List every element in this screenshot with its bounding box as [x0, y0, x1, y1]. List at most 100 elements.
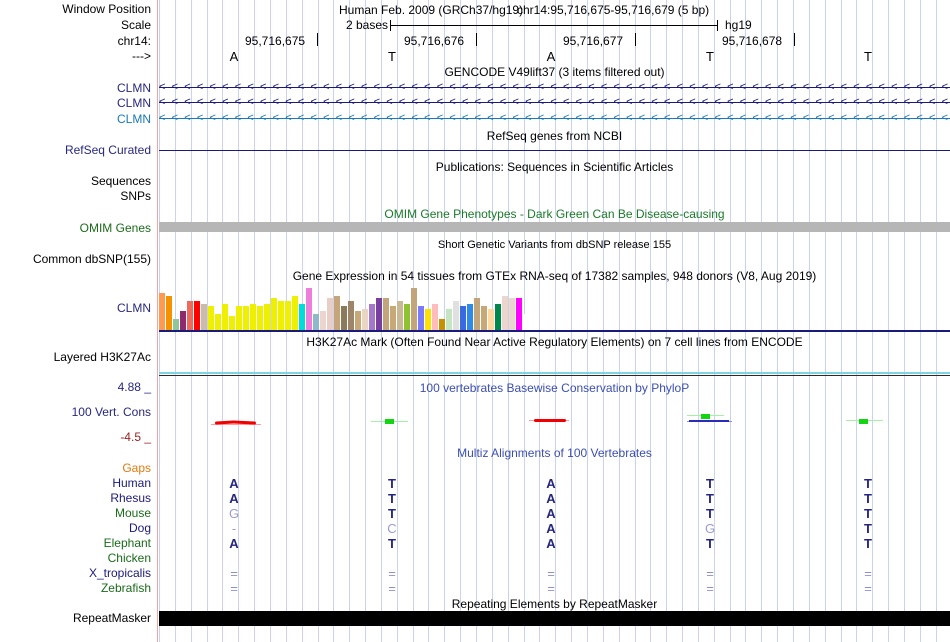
label-species-human[interactable]: Human: [112, 476, 151, 490]
gtex-bar[interactable]: [460, 306, 466, 332]
gencode-gene-row-2[interactable]: <<<<<<<<<<<<<<<<<<<<<<<<<<<<<<<<<<<<<<<<…: [159, 96, 950, 109]
gtex-bar[interactable]: [166, 295, 172, 332]
position-text[interactable]: chr14:95,716,675-95,716,679 (5 bp): [517, 3, 710, 17]
label-gencode-clmn-1[interactable]: CLMN: [116, 81, 151, 95]
label-gencode-clmn-2[interactable]: CLMN: [116, 96, 151, 110]
gtex-bar[interactable]: [411, 288, 417, 332]
gencode-gene-row-1[interactable]: <<<<<<<<<<<<<<<<<<<<<<<<<<<<<<<<<<<<<<<<…: [159, 81, 950, 94]
gtex-bar[interactable]: [194, 300, 200, 332]
gtex-bar[interactable]: [334, 295, 340, 332]
gtex-bar[interactable]: [390, 306, 396, 332]
label-refseq-curated[interactable]: RefSeq Curated: [64, 143, 151, 157]
publications-center-label[interactable]: Publications: Sequences in Scientific Ar…: [435, 160, 674, 174]
label-species-xtropicalis[interactable]: X_tropicalis: [88, 566, 151, 580]
gtex-bar[interactable]: [306, 288, 312, 332]
gtex-bar[interactable]: [397, 300, 403, 332]
label-species-chicken[interactable]: Chicken: [107, 551, 151, 565]
gtex-bar[interactable]: [250, 303, 256, 332]
gtex-bar[interactable]: [180, 311, 186, 332]
gtex-bar[interactable]: [159, 293, 165, 332]
h3k27ac-center-label[interactable]: H3K27Ac Mark (Often Found Near Active Re…: [306, 335, 803, 349]
gtex-bar[interactable]: [362, 308, 368, 332]
gtex-bar[interactable]: [355, 311, 361, 332]
label-species-zebrafish[interactable]: Zebrafish: [100, 581, 151, 595]
gtex-bar[interactable]: [187, 300, 193, 332]
gtex-bar[interactable]: [509, 298, 515, 332]
gtex-bar[interactable]: [376, 298, 382, 332]
gtex-bar[interactable]: [432, 303, 438, 332]
gtex-bar[interactable]: [523, 313, 529, 332]
gtex-expression-barchart[interactable]: [159, 288, 539, 332]
gencode-center-label[interactable]: GENCODE V49lift37 (3 items filtered out): [444, 65, 665, 79]
label-gencode-clmn-3[interactable]: CLMN: [116, 112, 151, 126]
label-repeatmasker[interactable]: RepeatMasker: [72, 611, 151, 625]
gtex-bar[interactable]: [453, 300, 459, 332]
gtex-bar[interactable]: [383, 298, 389, 332]
gencode-gene-row-3[interactable]: <<<<<<<<<<<<<<<<<<<<<<<<<<<<<<<<<<<<<<<<…: [159, 112, 950, 125]
gtex-bar[interactable]: [446, 308, 452, 332]
gtex-bar[interactable]: [327, 298, 333, 332]
gtex-bar[interactable]: [292, 295, 298, 332]
label-species-elephant[interactable]: Elephant: [103, 536, 151, 550]
label-gaps[interactable]: Gaps: [122, 461, 151, 475]
gtex-bar[interactable]: [418, 306, 424, 332]
gtex-bar[interactable]: [474, 298, 480, 332]
gtex-bar[interactable]: [488, 308, 494, 332]
gtex-bar[interactable]: [264, 303, 270, 332]
gtex-bar[interactable]: [369, 303, 375, 332]
refseq-center-label[interactable]: RefSeq genes from NCBI: [486, 129, 623, 143]
label-publications-snps[interactable]: SNPs: [120, 189, 151, 203]
gtex-bar[interactable]: [236, 306, 242, 332]
gtex-bar[interactable]: [229, 316, 235, 332]
multiz-center-label[interactable]: Multiz Alignments of 100 Vertebrates: [457, 446, 652, 460]
multiz-row-xtropicalis[interactable]: = = = = =: [159, 566, 950, 581]
omim-gene-bar[interactable]: [159, 222, 950, 232]
label-species-rhesus[interactable]: Rhesus: [110, 491, 151, 505]
gtex-bar[interactable]: [278, 300, 284, 332]
gtex-bar[interactable]: [313, 313, 319, 332]
label-publications-sequences[interactable]: Sequences: [90, 174, 151, 188]
conservation-center-label[interactable]: 100 vertebrates Basewise Conservation by…: [419, 381, 690, 395]
gtex-bar[interactable]: [530, 321, 536, 332]
gtex-bar[interactable]: [481, 306, 487, 332]
multiz-row-zebrafish[interactable]: = = = = =: [159, 581, 950, 596]
gtex-bar[interactable]: [439, 319, 445, 332]
label-species-mouse[interactable]: Mouse: [114, 506, 151, 520]
label-species-dog[interactable]: Dog: [128, 521, 151, 535]
gtex-bar[interactable]: [201, 303, 207, 332]
gtex-bar[interactable]: [348, 300, 354, 332]
gtex-bar[interactable]: [502, 295, 508, 332]
label-gtex-clmn[interactable]: CLMN: [116, 301, 151, 315]
refseq-gene-line[interactable]: [159, 150, 950, 151]
gtex-center-label[interactable]: Gene Expression in 54 tissues from GTEx …: [292, 269, 817, 283]
gtex-bar[interactable]: [404, 303, 410, 332]
multiz-row-chicken[interactable]: [159, 551, 950, 566]
gtex-bar[interactable]: [208, 306, 214, 332]
gtex-bar[interactable]: [173, 319, 179, 332]
gtex-bar[interactable]: [495, 303, 501, 332]
gtex-bar[interactable]: [467, 303, 473, 332]
label-common-dbsnp[interactable]: Common dbSNP(155): [32, 252, 151, 266]
gtex-bar[interactable]: [215, 313, 221, 332]
gtex-bar[interactable]: [320, 311, 326, 332]
label-omim-genes[interactable]: OMIM Genes: [79, 221, 151, 235]
repeatmasker-center-label[interactable]: Repeating Elements by RepeatMasker: [451, 597, 658, 611]
omim-center-label[interactable]: OMIM Gene Phenotypes - Dark Green Can Be…: [384, 207, 725, 221]
gtex-bar[interactable]: [341, 306, 347, 332]
gtex-bar[interactable]: [425, 308, 431, 332]
label-layered-h3k27ac[interactable]: Layered H3K27Ac: [53, 350, 151, 364]
gtex-bar[interactable]: [243, 306, 249, 332]
dbsnp-center-label[interactable]: Short Genetic Variants from dbSNP releas…: [437, 239, 672, 251]
repeatmasker-bar[interactable]: [159, 611, 950, 626]
gtex-bar[interactable]: [257, 306, 263, 332]
gtex-bar[interactable]: [222, 303, 228, 332]
gtex-bar[interactable]: [516, 298, 522, 332]
gtex-bar[interactable]: [299, 303, 305, 332]
gtex-bar[interactable]: [271, 298, 277, 332]
gtex-bar[interactable]: [285, 300, 291, 332]
